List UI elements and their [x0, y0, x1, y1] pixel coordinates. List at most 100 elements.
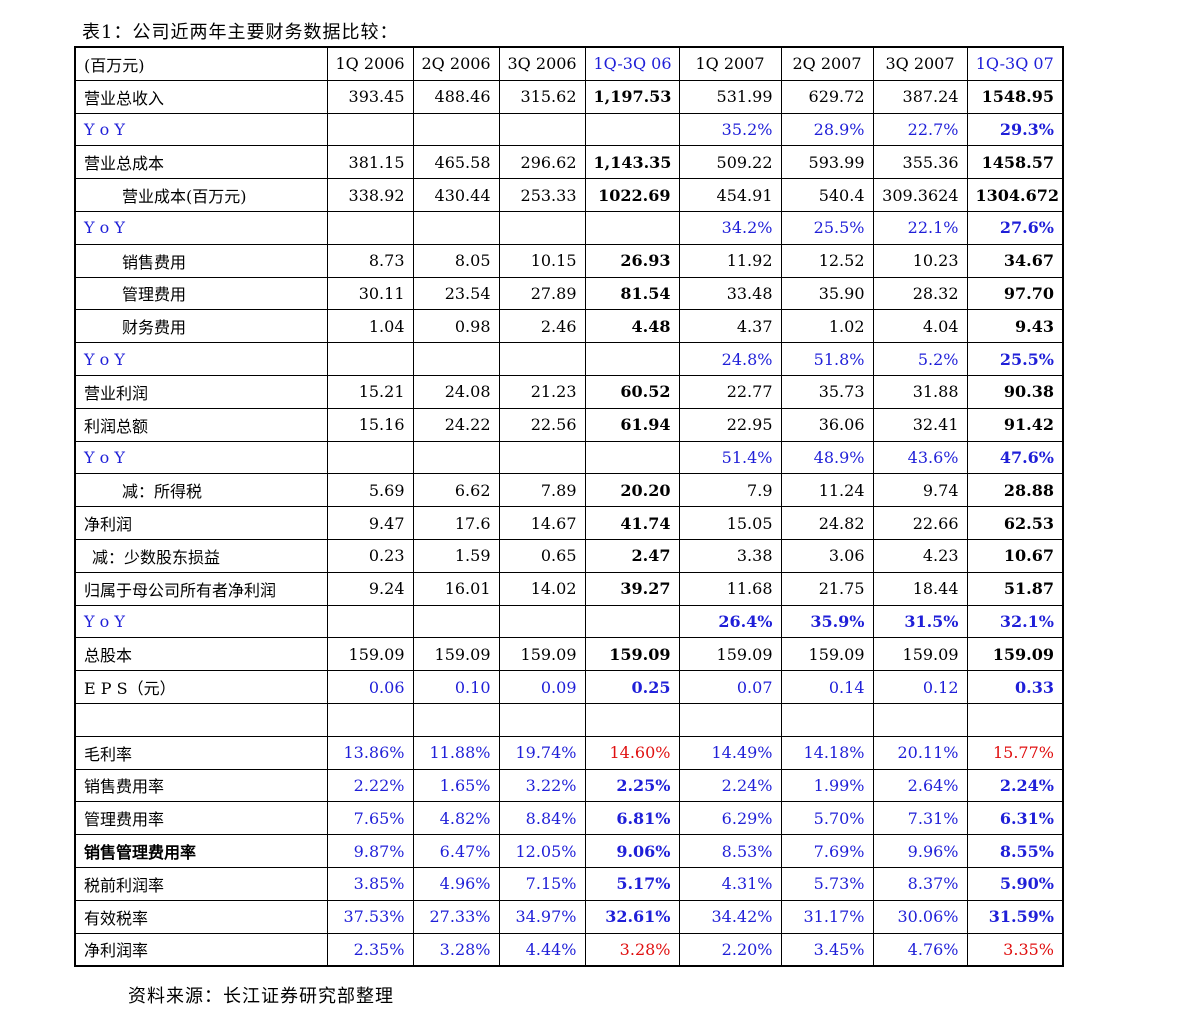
table-cell: 3.22% — [498, 768, 586, 803]
table-cell: 5.70% — [780, 801, 874, 836]
table-cell — [780, 702, 874, 737]
table-cell — [326, 702, 414, 737]
table-row: Y o Y 34.2% 25.5% 22.1% 27.6% — [74, 210, 1064, 245]
table-cell — [412, 702, 500, 737]
table-row: 利润总额 15.16 24.22 22.56 61.94 22.95 36.06 32.41 9… — [74, 407, 1064, 442]
table-cell: 60.52 — [584, 374, 680, 409]
table-cell: 6.47% — [412, 834, 500, 868]
table-cell: 5.69 — [326, 473, 414, 508]
header-col: 1Q-3Q 07 — [966, 46, 1064, 81]
table-cell: 0.98 — [412, 309, 500, 344]
header-col: 1Q-3Q 06 — [584, 46, 680, 81]
table-cell: 531.99 — [678, 79, 782, 114]
table-cell: 14.60% — [584, 735, 680, 770]
table-cell: 31.88 — [872, 374, 968, 409]
table-cell: 381.15 — [326, 145, 414, 180]
table-cell: 2.46 — [498, 309, 586, 344]
table-cell: 34.97% — [498, 899, 586, 934]
table-cell: 2.24% — [678, 768, 782, 803]
table-cell: 22.95 — [678, 407, 782, 442]
table-cell: 10.23 — [872, 243, 968, 278]
table-cell: 17.6 — [412, 506, 500, 540]
row-label: E P S（元） — [74, 670, 328, 704]
row-label: 销售费用率 — [74, 768, 328, 803]
table-cell: 35.2% — [678, 112, 782, 147]
table-cell: 509.22 — [678, 145, 782, 180]
table-cell: 159.09 — [498, 637, 586, 672]
table-body: 营业总收入 393.45 488.46 315.62 1,197.53 531.99 629… — [74, 79, 1064, 967]
table-cell: 35.73 — [780, 374, 874, 409]
table-cell: 14.02 — [498, 571, 586, 606]
table-cell: 31.59% — [966, 899, 1064, 934]
table-row: 营业成本(百万元) 338.92 430.44 253.33 1022.69 454.91… — [74, 178, 1064, 212]
table-cell: 29.3% — [966, 112, 1064, 147]
table-cell: 9.43 — [966, 309, 1064, 344]
table-cell: 296.62 — [498, 145, 586, 180]
table-row: 营业总收入 393.45 488.46 315.62 1,197.53 531.99 629… — [74, 79, 1064, 114]
table-row: 营业总成本 381.15 465.58 296.62 1,143.35 509.22 593… — [74, 145, 1064, 180]
table-cell — [584, 440, 680, 475]
table-cell: 159.09 — [872, 637, 968, 672]
table-cell: 14.49% — [678, 735, 782, 770]
table-cell: 26.4% — [678, 604, 782, 639]
table-cell: 387.24 — [872, 79, 968, 114]
table-cell: 2.47 — [584, 538, 680, 573]
table-cell: 37.53% — [326, 899, 414, 934]
table-cell: 3.35% — [966, 932, 1064, 967]
table-cell: 309.3624 — [872, 178, 968, 212]
table-cell: 0.07 — [678, 670, 782, 704]
table-cell: 21.75 — [780, 571, 874, 606]
table-cell: 61.94 — [584, 407, 680, 442]
table-cell: 0.06 — [326, 670, 414, 704]
table-row: 销售费用率 2.22% 1.65% 3.22% 2.25% 2.24% 1.99% 2.64%… — [74, 768, 1064, 803]
table-cell: 2.20% — [678, 932, 782, 967]
table-cell: 315.62 — [498, 79, 586, 114]
table-cell: 14.67 — [498, 506, 586, 540]
table-row: 净利润率 2.35% 3.28% 4.44% 3.28% 2.20% 3.45% 4.76% 3… — [74, 932, 1064, 967]
table-cell: 28.32 — [872, 276, 968, 311]
table-cell: 32.41 — [872, 407, 968, 442]
table-cell: 34.67 — [966, 243, 1064, 278]
table-cell: 33.48 — [678, 276, 782, 311]
table-cell: 32.1% — [966, 604, 1064, 639]
table-row: Y o Y 26.4% 35.9% 31.5% 32.1% — [74, 604, 1064, 639]
row-label: 减：所得税 — [74, 473, 328, 508]
table-cell: 1548.95 — [966, 79, 1064, 114]
table-cell: 22.7% — [872, 112, 968, 147]
table-cell: 2.64% — [872, 768, 968, 803]
table-cell — [412, 604, 500, 639]
header-col: 3Q 2007 — [872, 46, 968, 81]
table-cell — [498, 210, 586, 245]
table-row — [74, 702, 1064, 737]
table-cell — [584, 210, 680, 245]
table-cell: 0.23 — [326, 538, 414, 573]
table-cell: 22.56 — [498, 407, 586, 442]
table-cell — [326, 210, 414, 245]
table-row: Y o Y 24.8% 51.8% 5.2% 25.5% — [74, 342, 1064, 376]
table-row: 减：所得税 5.69 6.62 7.89 20.20 7.9 11.24 9.74 28.88 — [74, 473, 1064, 508]
table-cell: 25.5% — [780, 210, 874, 245]
table-cell — [584, 112, 680, 147]
table-row: 归属于母公司所有者净利润 9.24 16.01 14.02 39.27 11.68 21.7… — [74, 571, 1064, 606]
table-cell: 43.6% — [872, 440, 968, 475]
table-cell: 4.48 — [584, 309, 680, 344]
table-cell: 2.24% — [966, 768, 1064, 803]
table-row: 销售费用 8.73 8.05 10.15 26.93 11.92 12.52 10.23 34.… — [74, 243, 1064, 278]
table-cell: 8.84% — [498, 801, 586, 836]
row-label: Y o Y — [74, 604, 328, 639]
row-label: 毛利率 — [74, 735, 328, 770]
table-cell: 159.09 — [966, 637, 1064, 672]
table-cell — [584, 342, 680, 376]
table-cell: 11.24 — [780, 473, 874, 508]
financial-data-table: (百万元) 1Q 2006 2Q 2006 3Q 2006 1Q-3Q 06 1… — [74, 46, 1064, 968]
header-unit: (百万元) — [74, 46, 328, 81]
table-cell: 7.15% — [498, 866, 586, 901]
table-cell: 12.05% — [498, 834, 586, 868]
table-cell: 27.89 — [498, 276, 586, 311]
table-row: 毛利率 13.86% 11.88% 19.74% 14.60% 14.49% 14.18% 2… — [74, 735, 1064, 770]
table-row: 销售管理费用率 9.87% 6.47% 12.05% 9.06% 8.53% 7.69% 9.… — [74, 834, 1064, 868]
table-cell: 5.17% — [584, 866, 680, 901]
table-row: 营业利润 15.21 24.08 21.23 60.52 22.77 35.73 31.88 9… — [74, 374, 1064, 409]
row-label: 营业利润 — [74, 374, 328, 409]
table-cell: 159.09 — [780, 637, 874, 672]
